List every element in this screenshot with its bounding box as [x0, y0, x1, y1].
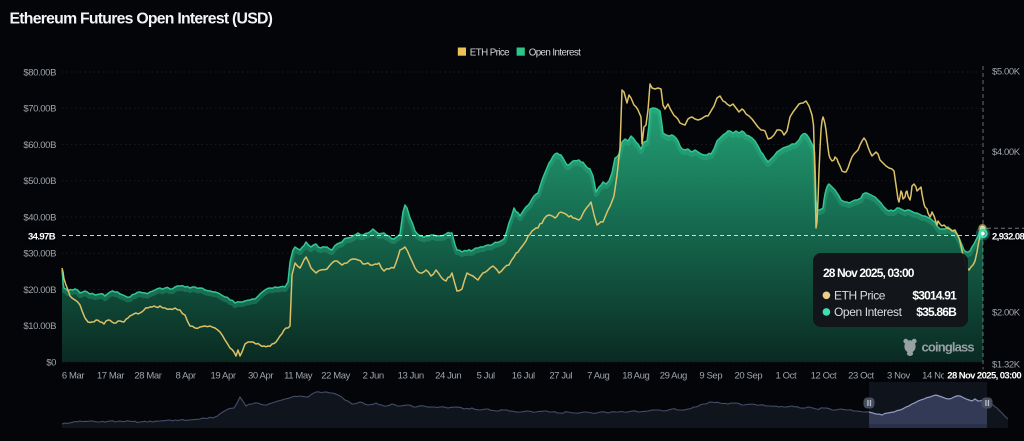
svg-text:$50.00B: $50.00B: [23, 176, 56, 187]
svg-text:8 Apr: 8 Apr: [176, 370, 196, 381]
svg-text:$70.00B: $70.00B: [23, 104, 56, 115]
svg-text:$20.00B: $20.00B: [23, 285, 56, 296]
svg-text:5 Jul: 5 Jul: [477, 370, 495, 381]
svg-text:$5.00K: $5.00K: [992, 67, 1021, 78]
svg-text:$80.00B: $80.00B: [23, 67, 56, 78]
svg-text:17 Mar: 17 Mar: [97, 370, 124, 381]
svg-text:14 Nov: 14 Nov: [922, 370, 950, 381]
svg-text:12 Oct: 12 Oct: [811, 370, 837, 381]
svg-text:$35.86B: $35.86B: [916, 305, 957, 319]
svg-text:28 Nov 2025, 03:00: 28 Nov 2025, 03:00: [823, 266, 915, 280]
svg-text:29 Aug: 29 Aug: [660, 370, 687, 381]
svg-text:coinglass: coinglass: [922, 340, 975, 355]
svg-text:ETH Price: ETH Price: [470, 47, 510, 58]
svg-text:$30.00B: $30.00B: [23, 249, 56, 260]
svg-text:$0: $0: [46, 357, 56, 368]
svg-text:30 Apr: 30 Apr: [248, 370, 273, 381]
svg-text:$1.32K: $1.32K: [992, 360, 1021, 371]
svg-text:22 May: 22 May: [321, 370, 350, 381]
svg-text:24 Jun: 24 Jun: [435, 370, 461, 381]
svg-text:28 Nov 2025, 03:00: 28 Nov 2025, 03:00: [947, 370, 1021, 381]
svg-text:Open Interest: Open Interest: [834, 305, 903, 319]
svg-text:27 Jul: 27 Jul: [549, 370, 572, 381]
svg-text:28 Mar: 28 Mar: [134, 370, 161, 381]
svg-text:$10.00B: $10.00B: [23, 321, 56, 332]
svg-text:2 Jun: 2 Jun: [363, 370, 384, 381]
svg-text:9 Sep: 9 Sep: [699, 370, 722, 381]
svg-text:$2.00K: $2.00K: [992, 308, 1021, 319]
svg-text:6 Mar: 6 Mar: [62, 370, 85, 381]
svg-text:11 May: 11 May: [284, 370, 313, 381]
svg-text:$40.00B: $40.00B: [23, 212, 56, 223]
svg-text:16 Jul: 16 Jul: [512, 370, 535, 381]
svg-text:Open Interest: Open Interest: [529, 47, 581, 58]
svg-text:34.97B: 34.97B: [28, 231, 56, 242]
svg-text:2,932.08: 2,932.08: [992, 232, 1024, 243]
svg-text:7 Aug: 7 Aug: [587, 370, 609, 381]
svg-text:Ethereum Futures Open Interest: Ethereum Futures Open Interest (USD): [10, 11, 273, 28]
svg-text:19 Apr: 19 Apr: [211, 370, 236, 381]
svg-text:1 Oct: 1 Oct: [776, 370, 797, 381]
svg-text:23 Oct: 23 Oct: [848, 370, 874, 381]
svg-text:$60.00B: $60.00B: [23, 140, 56, 151]
svg-text:$4.00K: $4.00K: [992, 147, 1021, 158]
svg-text:13 Jun: 13 Jun: [398, 370, 424, 381]
svg-text:ETH Price: ETH Price: [834, 288, 886, 302]
svg-text:20 Sep: 20 Sep: [735, 370, 763, 381]
svg-text:$3014.91: $3014.91: [912, 288, 957, 302]
svg-text:3 Nov: 3 Nov: [887, 370, 910, 381]
svg-text:18 Aug: 18 Aug: [622, 370, 649, 381]
